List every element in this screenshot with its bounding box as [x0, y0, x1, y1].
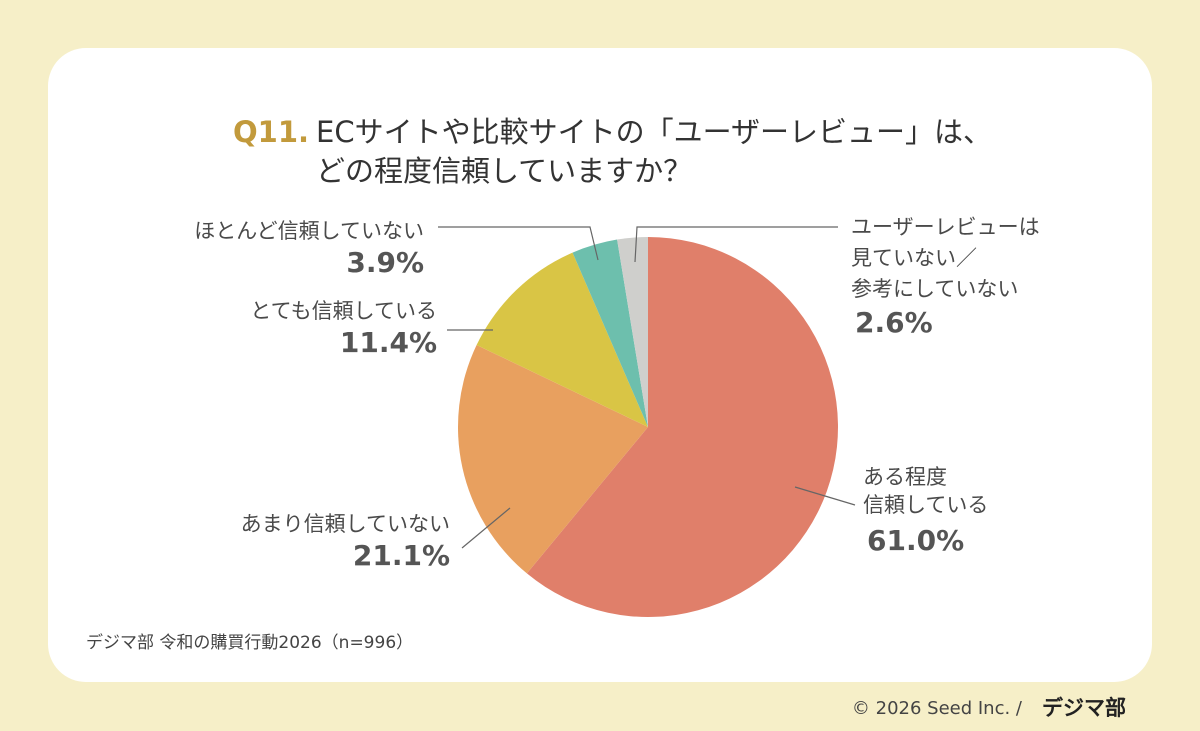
value-label: 3.9%	[346, 246, 424, 279]
slice-label: ある程度	[863, 465, 947, 489]
pie-slice	[526, 237, 838, 617]
source: デジマ部 令和の購買行動2026（n=996）	[86, 632, 413, 653]
slice-label: 見ていない／	[851, 246, 977, 270]
pie-slice	[572, 239, 648, 427]
value-label: 2.6%	[855, 306, 933, 339]
slice-label: 信頼している	[863, 493, 988, 517]
value-label: 61.0%	[867, 524, 964, 557]
logo: デジマ部	[1042, 696, 1126, 720]
pie-slice	[617, 237, 648, 427]
value-label: 21.1%	[353, 539, 450, 572]
pie-slice	[457, 345, 648, 574]
slice-label: 参考にしていない	[851, 277, 1018, 301]
leader-line	[794, 486, 856, 506]
leader-line	[634, 226, 838, 263]
copyright: © 2026 Seed Inc. /	[852, 698, 1023, 719]
slice-label: ほとんど信頼していない	[194, 219, 424, 243]
slice-label: とても信頼している	[250, 299, 437, 323]
question-number: Q11.	[233, 115, 309, 149]
slice-label: ユーザーレビューは	[851, 215, 1040, 239]
chart-title: ECサイトや比較サイトの「ユーザーレビュー」は、	[316, 115, 992, 149]
slice-label: あまり信頼していない	[241, 512, 450, 536]
leader-line	[438, 226, 599, 261]
value-label: 11.4%	[340, 326, 437, 359]
chart-title: どの程度信頼していますか？	[316, 154, 692, 188]
pie-slice	[476, 252, 648, 427]
leader-line	[461, 507, 511, 549]
